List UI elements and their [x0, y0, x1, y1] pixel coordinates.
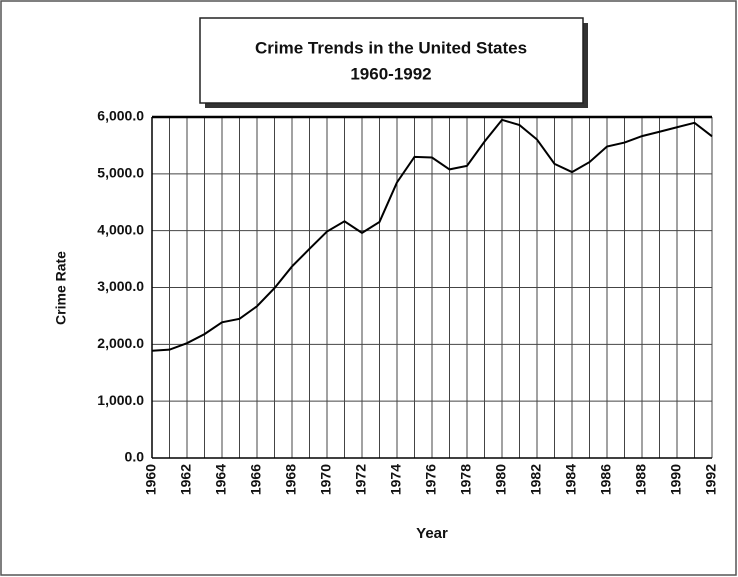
x-tick-label: 1978	[458, 464, 474, 495]
chart-subtitle: 1960-1992	[350, 64, 431, 83]
y-tick-label: 0.0	[125, 449, 145, 465]
x-tick-label: 1992	[703, 464, 719, 495]
y-axis-label: Crime Rate	[53, 251, 69, 325]
y-tick-label: 6,000.0	[97, 108, 144, 124]
x-tick-label: 1976	[423, 464, 439, 495]
x-tick-label: 1974	[388, 464, 404, 495]
x-tick-label: 1980	[493, 464, 509, 495]
y-tick-label: 1,000.0	[97, 392, 144, 408]
chart-title: Crime Trends in the United States	[255, 38, 527, 57]
y-tick-label: 4,000.0	[97, 221, 144, 237]
x-tick-label: 1986	[598, 464, 614, 495]
x-tick-label: 1988	[633, 464, 649, 495]
x-tick-label: 1990	[668, 464, 684, 495]
x-axis-label: Year	[416, 525, 448, 542]
y-tick-label: 3,000.0	[97, 278, 144, 294]
x-tick-label: 1964	[213, 464, 229, 495]
x-tick-label: 1966	[248, 464, 264, 495]
x-tick-label: 1960	[143, 464, 159, 495]
x-tick-label: 1962	[178, 464, 194, 495]
x-tick-label: 1982	[528, 464, 544, 495]
y-tick-label: 5,000.0	[97, 165, 144, 181]
x-tick-label: 1984	[563, 464, 579, 495]
x-tick-label: 1970	[318, 464, 334, 495]
data-line	[151, 118, 713, 352]
title-box	[199, 17, 584, 104]
x-tick-label: 1972	[353, 464, 369, 495]
x-tick-label: 1968	[283, 464, 299, 495]
y-tick-label: 2,000.0	[97, 335, 144, 351]
